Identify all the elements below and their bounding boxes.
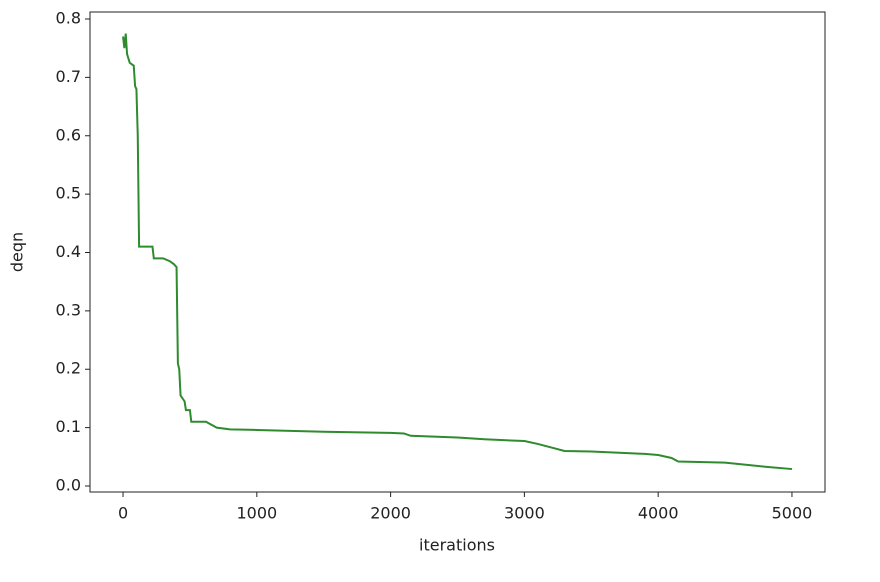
x-tick-label: 5000 <box>772 504 813 523</box>
x-tick-label: 3000 <box>504 504 545 523</box>
plot-frame <box>89 11 826 493</box>
x-axis-label: iterations <box>419 536 495 555</box>
y-tick-label: 0.2 <box>56 359 81 378</box>
x-tick-label: 2000 <box>370 504 411 523</box>
y-tick-label: 0.1 <box>56 417 81 436</box>
y-axis-label: deqn <box>8 232 27 272</box>
y-tick-label: 0.8 <box>56 9 81 28</box>
y-tick-label: 0.3 <box>56 300 81 319</box>
x-tick-label: 0 <box>118 504 128 523</box>
y-tick-label: 0.6 <box>56 125 81 144</box>
y-tick-label: 0.0 <box>56 475 81 494</box>
y-tick-label: 0.4 <box>56 242 81 261</box>
y-tick-label: 0.5 <box>56 184 81 203</box>
y-tick-label: 0.7 <box>56 67 81 86</box>
x-tick-label: 1000 <box>236 504 277 523</box>
data-line <box>122 33 793 471</box>
x-tick-label: 4000 <box>638 504 679 523</box>
